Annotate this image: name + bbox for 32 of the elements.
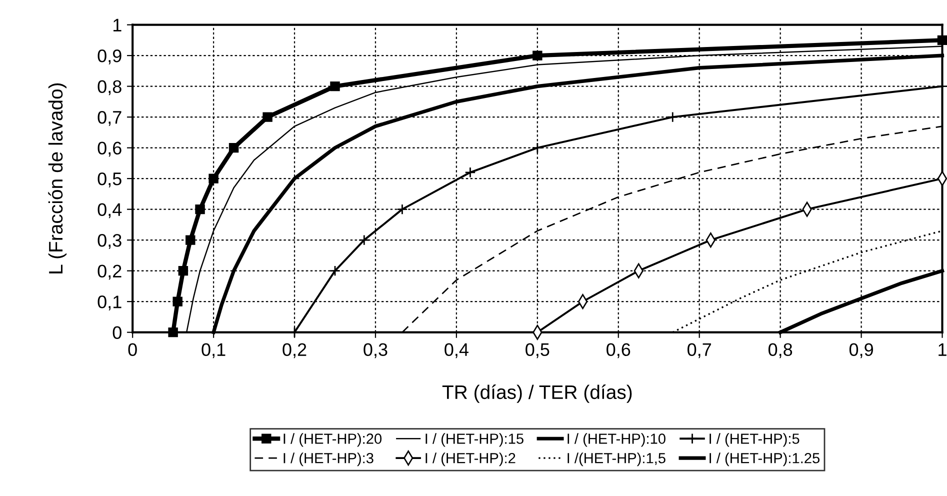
x-tick-label: 0,4 [444, 343, 468, 358]
x-tick-label: 0,6 [606, 343, 630, 358]
y-tick-label: 0,2 [98, 264, 122, 280]
x-tick-label: 0,1 [202, 343, 226, 358]
x-tick-label: 0,2 [282, 343, 306, 358]
x-tick-label: 0,5 [526, 343, 550, 358]
y-tick-label: 0,9 [98, 49, 122, 64]
legend-label: I / (HET-HP):2 [426, 452, 516, 466]
y-tick-label: 0,4 [98, 203, 122, 218]
y-tick-label: 0 [112, 326, 122, 340]
x-axis-title: TR (días) / TER (días) [442, 384, 632, 403]
x-tick-label: 1 [938, 343, 946, 356]
x-tick-label: 0,7 [688, 343, 712, 358]
y-tick-label: 0,3 [98, 234, 122, 249]
x-tick-label: 0,3 [364, 343, 388, 358]
y-tick-label: 0,7 [98, 110, 122, 126]
legend-label: I /(HET-HP):1,5 [568, 452, 666, 466]
y-axis-title: L (Fracción de lavado) [48, 83, 66, 274]
y-tick-label: 0,8 [98, 80, 122, 96]
legend-label: I / (HET-HP):3 [284, 452, 374, 466]
y-tick-label: 1 [114, 18, 122, 32]
x-tick-label: 0 [128, 343, 137, 356]
x-tick-label: 0,8 [768, 343, 792, 358]
legend-label: I / (HET-HP):15 [426, 433, 524, 447]
legend-label: I / (HET-HP):1.25 [710, 452, 820, 466]
y-tick-label: 0,5 [98, 172, 122, 188]
x-tick-label: 0,9 [849, 343, 873, 358]
y-tick-label: 0,6 [98, 142, 122, 157]
y-tick-label: 0,1 [98, 296, 122, 310]
legend-label: I / (HET-HP):20 [284, 433, 382, 447]
legend-label: I / (HET-HP):5 [710, 433, 800, 447]
legend-label: I / (HET-HP):10 [568, 433, 666, 447]
